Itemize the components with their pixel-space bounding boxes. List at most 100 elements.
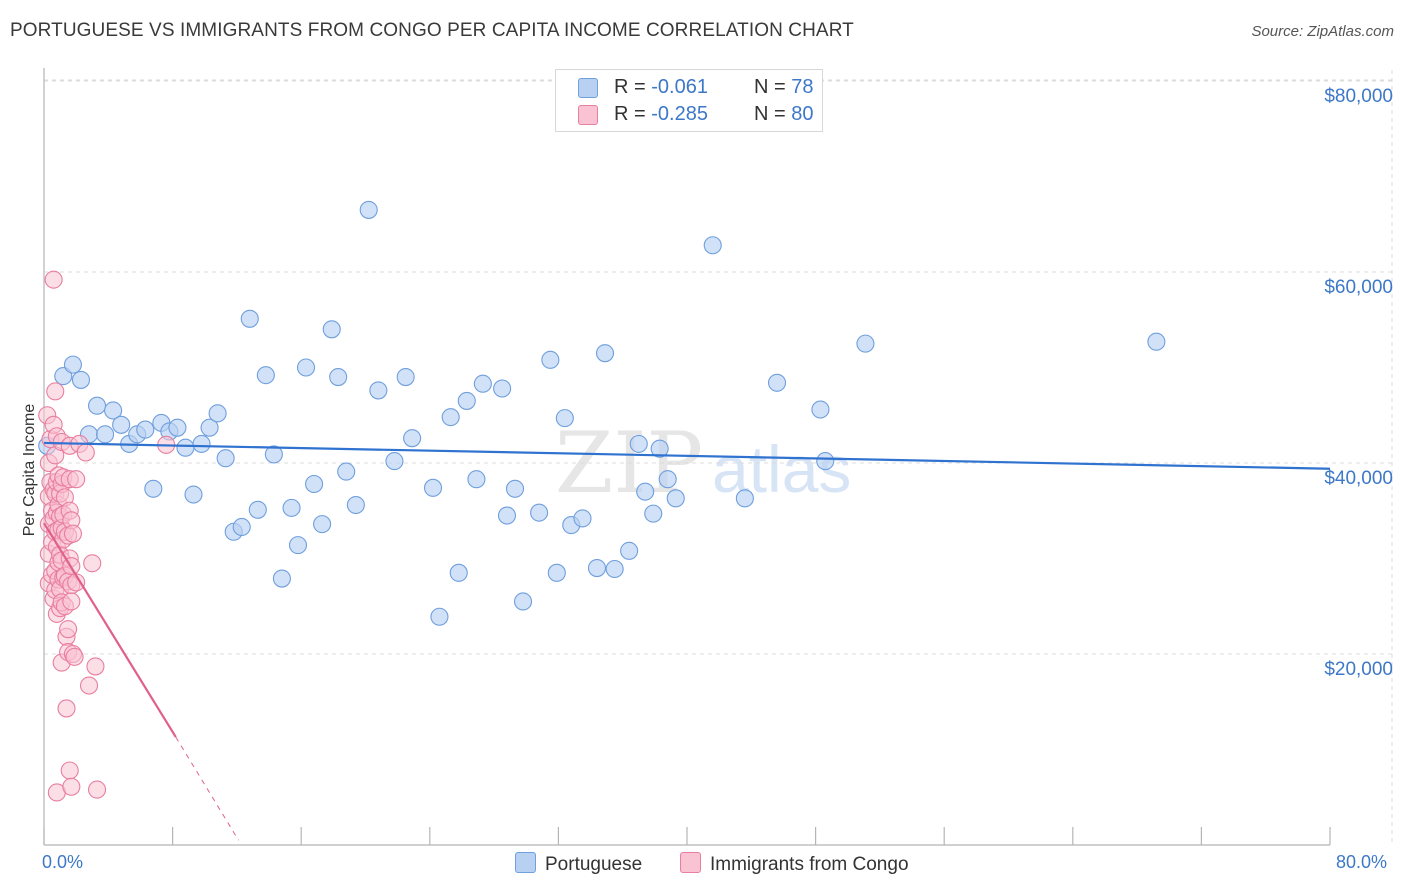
watermark: atlas <box>712 432 851 506</box>
blue-swatch-icon <box>515 852 536 873</box>
point-portuguese <box>313 515 332 534</box>
point-portuguese <box>555 409 574 428</box>
point-portuguese <box>240 309 259 328</box>
point-portuguese <box>337 462 356 481</box>
point-portuguese <box>63 355 82 374</box>
point-portuguese <box>505 479 525 498</box>
point-portuguese <box>208 404 227 423</box>
stats-legend: R = -0.061 N = 78 R = -0.285 N = 80 <box>555 69 823 132</box>
r-value: -0.061 <box>651 76 708 98</box>
point-portuguese <box>1147 332 1166 351</box>
point-congo <box>76 443 95 462</box>
pink-swatch-icon <box>680 852 701 873</box>
point-portuguese <box>144 479 163 498</box>
x-tick-label-max: 80.0% <box>1336 852 1388 872</box>
point-portuguese <box>369 381 388 400</box>
y-tick-label: $80,000 <box>1324 86 1393 107</box>
point-portuguese <box>473 374 492 393</box>
point-congo <box>87 780 107 799</box>
point-portuguese <box>703 236 722 255</box>
point-portuguese <box>856 334 875 353</box>
point-portuguese <box>329 367 348 387</box>
point-portuguese <box>248 500 267 519</box>
source-credit: Source: ZipAtlas.com <box>1251 23 1394 40</box>
point-portuguese <box>264 445 283 464</box>
point-portuguese <box>605 559 624 579</box>
trendline-portuguese <box>43 441 1331 470</box>
point-portuguese <box>359 200 378 219</box>
point-portuguese <box>595 344 615 363</box>
point-portuguese <box>735 489 754 508</box>
blue-swatch-icon <box>578 78 598 98</box>
point-portuguese <box>449 563 468 582</box>
point-congo <box>86 657 105 676</box>
x-tick-label-min: 0.0% <box>42 852 84 872</box>
point-portuguese <box>816 452 835 471</box>
point-portuguese <box>650 439 669 458</box>
y-tick-label: $20,000 <box>1324 659 1393 680</box>
point-portuguese <box>430 607 449 626</box>
point-portuguese <box>136 420 155 439</box>
point-portuguese <box>168 418 187 437</box>
point-congo <box>67 470 86 489</box>
point-portuguese <box>767 373 787 392</box>
point-portuguese <box>629 434 648 453</box>
r-label: R = <box>614 103 646 125</box>
legend-item-congo[interactable]: Immigrants from Congo <box>680 852 909 876</box>
point-portuguese <box>423 478 443 497</box>
legend-label: Portuguese <box>545 854 643 875</box>
point-portuguese <box>216 449 235 468</box>
y-tick-label: $40,000 <box>1324 468 1393 489</box>
point-portuguese <box>192 434 211 453</box>
pink-swatch-icon <box>578 105 598 125</box>
point-portuguese <box>530 503 549 522</box>
point-portuguese <box>296 358 316 377</box>
point-portuguese <box>288 536 308 555</box>
point-portuguese <box>96 425 115 444</box>
n-value: 78 <box>791 76 814 98</box>
point-portuguese <box>232 517 251 537</box>
point-portuguese <box>104 401 123 420</box>
legend-item-portuguese[interactable]: Portuguese <box>515 852 642 876</box>
point-portuguese <box>620 541 639 560</box>
n-value: 80 <box>791 103 814 125</box>
point-portuguese <box>644 504 663 523</box>
point-congo <box>65 647 84 666</box>
point-congo <box>62 592 81 611</box>
point-congo <box>44 270 63 289</box>
point-portuguese <box>658 470 677 489</box>
point-portuguese <box>346 495 365 515</box>
point-portuguese <box>547 563 566 582</box>
point-portuguese <box>497 506 517 525</box>
point-congo <box>63 524 82 543</box>
chart-title: PORTUGUESE VS IMMIGRANTS FROM CONGO PER … <box>10 20 854 41</box>
point-portuguese <box>272 569 291 588</box>
point-portuguese <box>322 320 341 339</box>
point-congo <box>57 699 76 718</box>
trendline-congo <box>43 522 177 738</box>
point-portuguese <box>441 408 460 427</box>
point-portuguese <box>256 366 275 385</box>
point-portuguese <box>282 498 301 517</box>
point-congo <box>62 777 81 796</box>
r-value: -0.285 <box>651 103 708 125</box>
point-portuguese <box>541 350 560 369</box>
point-portuguese <box>493 379 512 398</box>
trendline-congo-extension <box>175 736 239 841</box>
point-portuguese <box>403 429 422 448</box>
point-portuguese <box>636 482 655 501</box>
point-congo <box>60 761 79 780</box>
n-label: N = <box>754 76 786 98</box>
point-congo <box>79 676 99 695</box>
point-portuguese <box>396 367 415 387</box>
point-portuguese <box>513 592 533 611</box>
point-portuguese <box>573 509 592 528</box>
point-portuguese <box>112 415 131 434</box>
point-portuguese <box>587 558 607 578</box>
legend-label: Immigrants from Congo <box>710 854 909 875</box>
point-portuguese <box>184 485 203 504</box>
point-portuguese <box>457 391 476 410</box>
point-portuguese <box>666 489 685 508</box>
point-portuguese <box>200 418 219 437</box>
